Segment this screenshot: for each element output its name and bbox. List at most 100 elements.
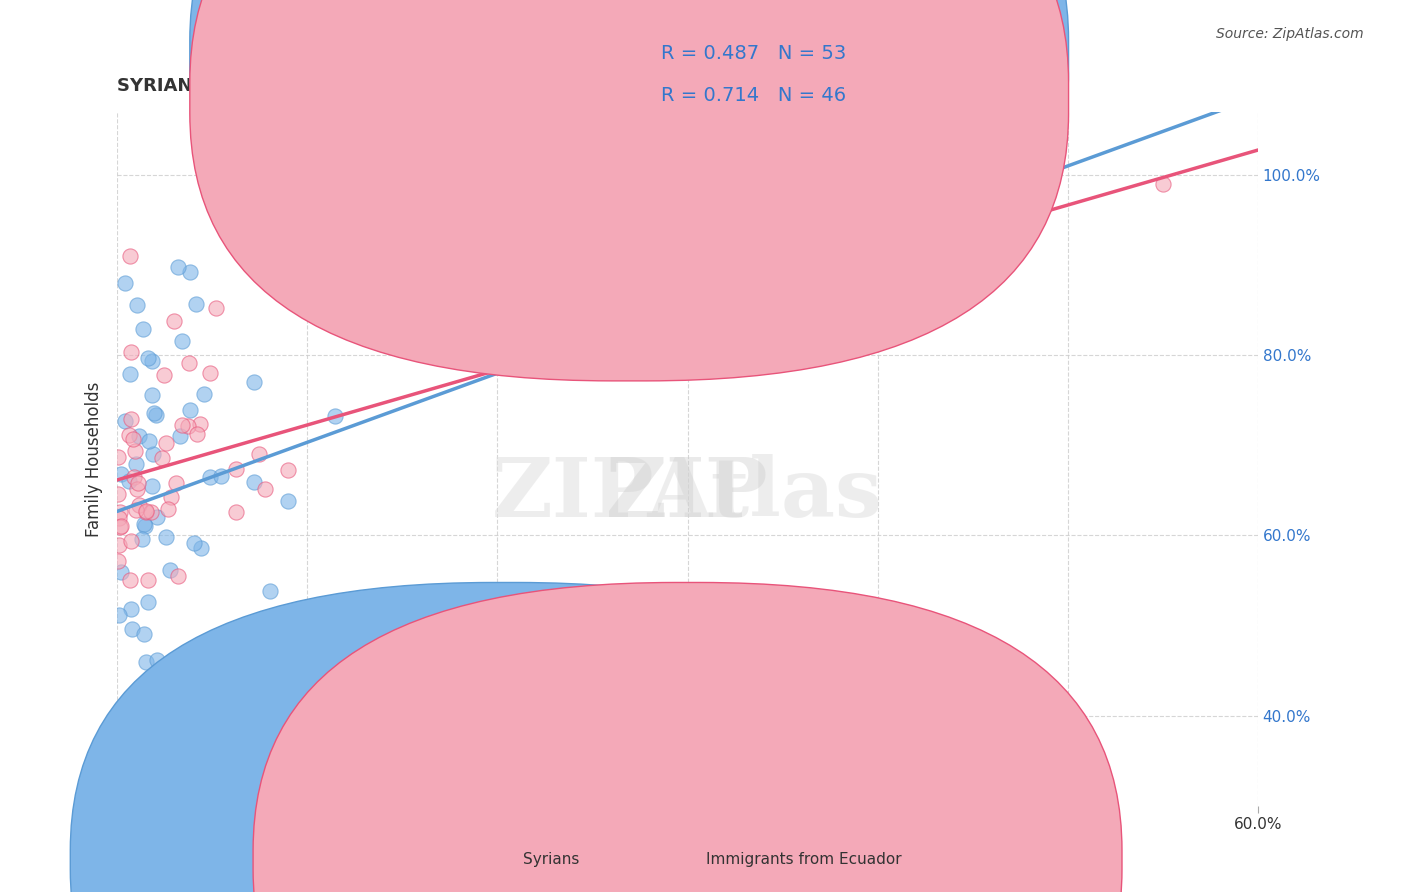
Point — [155, 530, 177, 544]
Point — [188, 417, 211, 431]
Point — [120, 534, 142, 549]
Point — [167, 260, 190, 275]
Point — [156, 502, 179, 516]
Point — [186, 427, 208, 442]
Point — [114, 277, 136, 291]
Point — [135, 504, 157, 518]
Point — [125, 503, 148, 517]
Point — [110, 467, 132, 481]
Text: SYRIAN VS IMMIGRANTS FROM ECUADOR FAMILY HOUSEHOLDS CORRELATION CHART: SYRIAN VS IMMIGRANTS FROM ECUADOR FAMILY… — [117, 78, 977, 95]
Point — [124, 457, 146, 471]
Point — [1152, 178, 1174, 192]
Point — [145, 653, 167, 667]
Point — [128, 429, 150, 443]
Point — [132, 321, 155, 335]
Point — [177, 355, 200, 369]
Y-axis label: Family Households: Family Households — [86, 381, 103, 537]
Point — [124, 443, 146, 458]
Point — [107, 450, 129, 465]
Point — [142, 447, 165, 461]
Text: ZIPAtlas: ZIPAtlas — [492, 454, 883, 533]
Point — [127, 482, 149, 496]
Text: R = 0.487   N = 53: R = 0.487 N = 53 — [661, 44, 846, 63]
Point — [225, 505, 247, 519]
Point — [323, 409, 346, 423]
Point — [129, 745, 152, 759]
Point — [190, 541, 212, 556]
Point — [183, 536, 205, 550]
Point — [198, 367, 221, 381]
Point — [127, 475, 149, 490]
Point — [139, 505, 162, 519]
Point — [107, 510, 129, 524]
Point — [111, 745, 134, 759]
Point — [179, 403, 201, 417]
Point — [167, 569, 190, 583]
Point — [141, 479, 163, 493]
Point — [120, 249, 142, 263]
Point — [110, 520, 132, 534]
Point — [120, 344, 142, 359]
Text: Syrians: Syrians — [523, 853, 579, 867]
Point — [186, 297, 208, 311]
Text: R = 0.714   N = 46: R = 0.714 N = 46 — [661, 86, 846, 105]
Point — [132, 626, 155, 640]
Point — [179, 265, 201, 279]
Point — [131, 532, 153, 546]
Point — [107, 554, 129, 568]
Point — [110, 519, 132, 533]
Point — [172, 418, 194, 433]
Point — [193, 387, 215, 401]
Point — [125, 298, 148, 312]
Point — [160, 490, 183, 504]
Point — [277, 494, 299, 508]
Point — [135, 505, 157, 519]
Point — [243, 375, 266, 389]
Point — [135, 655, 157, 669]
Point — [138, 351, 160, 365]
Point — [146, 510, 169, 524]
Point — [143, 406, 166, 420]
Point — [243, 475, 266, 490]
Point — [138, 434, 160, 449]
Point — [198, 470, 221, 484]
Point — [259, 583, 281, 598]
Point — [141, 354, 163, 368]
Point — [145, 408, 167, 422]
Point — [110, 565, 132, 579]
Point — [128, 498, 150, 512]
Point — [121, 432, 143, 446]
Point — [141, 388, 163, 402]
Point — [177, 419, 200, 434]
Point — [114, 413, 136, 427]
Point — [225, 462, 247, 476]
Point — [169, 429, 191, 443]
Point — [120, 368, 142, 382]
Point — [159, 563, 181, 577]
Point — [120, 574, 142, 588]
Point — [209, 469, 232, 483]
Point — [122, 469, 145, 483]
Point — [150, 450, 173, 465]
Point — [107, 607, 129, 622]
Point — [136, 574, 159, 588]
Point — [277, 463, 299, 477]
Point — [132, 516, 155, 531]
Point — [120, 602, 142, 616]
Text: ZIP: ZIP — [606, 454, 769, 533]
Point — [153, 368, 176, 383]
Point — [108, 538, 131, 552]
Point — [170, 334, 193, 348]
Point — [120, 412, 142, 426]
Point — [163, 314, 186, 328]
Point — [247, 446, 270, 460]
Point — [121, 623, 143, 637]
Point — [108, 505, 131, 519]
Point — [107, 487, 129, 501]
Point — [134, 519, 156, 533]
Text: Immigrants from Ecuador: Immigrants from Ecuador — [706, 853, 901, 867]
Point — [148, 763, 170, 777]
Point — [117, 474, 139, 488]
Point — [165, 475, 187, 490]
Point — [136, 595, 159, 609]
